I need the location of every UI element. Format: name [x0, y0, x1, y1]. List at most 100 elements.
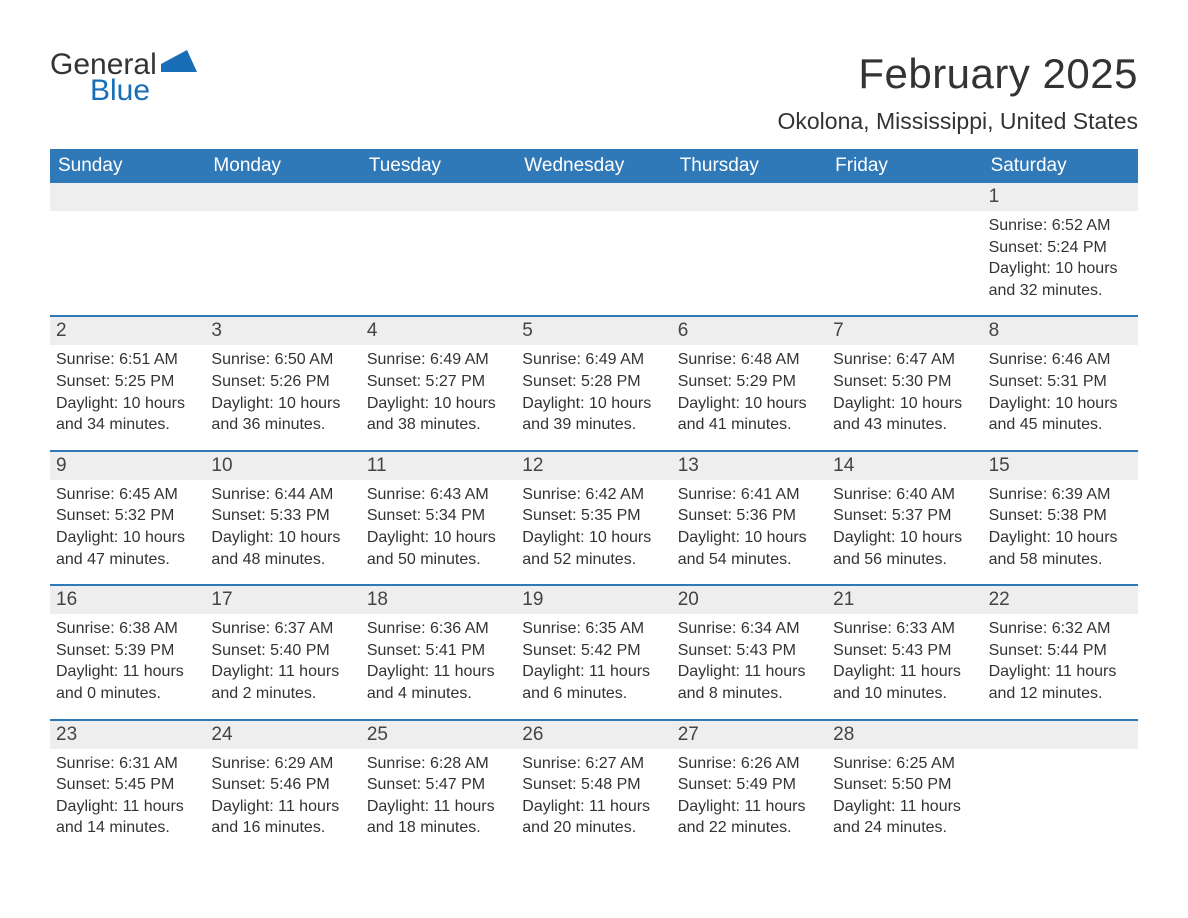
daylight-line: Daylight: 10 hours and 45 minutes.	[989, 393, 1132, 436]
day-number: 23	[50, 721, 205, 749]
weekday-header: Sunday	[50, 149, 205, 183]
daylight-line: Daylight: 10 hours and 50 minutes.	[367, 527, 510, 570]
day-number: 13	[672, 452, 827, 480]
sunset-line: Sunset: 5:32 PM	[56, 505, 199, 527]
day-content: Sunrise: 6:34 AMSunset: 5:43 PMDaylight:…	[672, 614, 827, 718]
sunset-line: Sunset: 5:33 PM	[211, 505, 354, 527]
day-content: Sunrise: 6:42 AMSunset: 5:35 PMDaylight:…	[516, 480, 671, 584]
day-content: Sunrise: 6:36 AMSunset: 5:41 PMDaylight:…	[361, 614, 516, 718]
day-number: 11	[361, 452, 516, 480]
day-content	[672, 211, 827, 315]
day-content: Sunrise: 6:29 AMSunset: 5:46 PMDaylight:…	[205, 749, 360, 853]
sunset-line: Sunset: 5:29 PM	[678, 371, 821, 393]
sunset-line: Sunset: 5:40 PM	[211, 640, 354, 662]
day-content	[50, 211, 205, 315]
day-content: Sunrise: 6:45 AMSunset: 5:32 PMDaylight:…	[50, 480, 205, 584]
day-number: 16	[50, 586, 205, 614]
daylight-line: Daylight: 11 hours and 22 minutes.	[678, 796, 821, 839]
sunset-line: Sunset: 5:43 PM	[833, 640, 976, 662]
sunrise-line: Sunrise: 6:47 AM	[833, 349, 976, 371]
day-number: 12	[516, 452, 671, 480]
day-number: 5	[516, 317, 671, 345]
sunrise-line: Sunrise: 6:43 AM	[367, 484, 510, 506]
daylight-line: Daylight: 11 hours and 0 minutes.	[56, 661, 199, 704]
sunrise-line: Sunrise: 6:48 AM	[678, 349, 821, 371]
daylight-line: Daylight: 10 hours and 36 minutes.	[211, 393, 354, 436]
daylight-line: Daylight: 11 hours and 12 minutes.	[989, 661, 1132, 704]
sunrise-line: Sunrise: 6:34 AM	[678, 618, 821, 640]
sunrise-line: Sunrise: 6:31 AM	[56, 753, 199, 775]
day-content: Sunrise: 6:35 AMSunset: 5:42 PMDaylight:…	[516, 614, 671, 718]
sunset-line: Sunset: 5:43 PM	[678, 640, 821, 662]
sunrise-line: Sunrise: 6:27 AM	[522, 753, 665, 775]
weekday-header: Friday	[827, 149, 982, 183]
day-number: 20	[672, 586, 827, 614]
daylight-line: Daylight: 10 hours and 32 minutes.	[989, 258, 1132, 301]
location: Okolona, Mississippi, United States	[778, 108, 1139, 135]
day-content	[983, 749, 1138, 853]
day-number: 25	[361, 721, 516, 749]
sunset-line: Sunset: 5:44 PM	[989, 640, 1132, 662]
day-content: Sunrise: 6:37 AMSunset: 5:40 PMDaylight:…	[205, 614, 360, 718]
day-number: 24	[205, 721, 360, 749]
day-number	[983, 721, 1138, 749]
sunrise-line: Sunrise: 6:51 AM	[56, 349, 199, 371]
sunset-line: Sunset: 5:31 PM	[989, 371, 1132, 393]
day-number: 28	[827, 721, 982, 749]
day-content: Sunrise: 6:26 AMSunset: 5:49 PMDaylight:…	[672, 749, 827, 853]
sunrise-line: Sunrise: 6:49 AM	[367, 349, 510, 371]
sunset-line: Sunset: 5:45 PM	[56, 774, 199, 796]
daylight-line: Daylight: 11 hours and 6 minutes.	[522, 661, 665, 704]
day-number: 1	[983, 183, 1138, 211]
day-content	[361, 211, 516, 315]
sunrise-line: Sunrise: 6:32 AM	[989, 618, 1132, 640]
sunrise-line: Sunrise: 6:41 AM	[678, 484, 821, 506]
daylight-line: Daylight: 10 hours and 41 minutes.	[678, 393, 821, 436]
daylight-line: Daylight: 10 hours and 52 minutes.	[522, 527, 665, 570]
daylight-line: Daylight: 10 hours and 58 minutes.	[989, 527, 1132, 570]
weekday-header: Thursday	[672, 149, 827, 183]
sunset-line: Sunset: 5:49 PM	[678, 774, 821, 796]
daylight-line: Daylight: 11 hours and 14 minutes.	[56, 796, 199, 839]
daylight-line: Daylight: 11 hours and 18 minutes.	[367, 796, 510, 839]
weekday-header: Wednesday	[516, 149, 671, 183]
day-number: 18	[361, 586, 516, 614]
logo-flag-icon	[161, 50, 197, 77]
day-content: Sunrise: 6:25 AMSunset: 5:50 PMDaylight:…	[827, 749, 982, 853]
day-number: 14	[827, 452, 982, 480]
sunrise-line: Sunrise: 6:44 AM	[211, 484, 354, 506]
week-row: 2345678Sunrise: 6:51 AMSunset: 5:25 PMDa…	[50, 315, 1138, 449]
logo-blue-text: Blue	[90, 76, 197, 106]
sunrise-line: Sunrise: 6:45 AM	[56, 484, 199, 506]
daylight-line: Daylight: 10 hours and 39 minutes.	[522, 393, 665, 436]
title-block: February 2025 Okolona, Mississippi, Unit…	[778, 50, 1139, 135]
weekday-header-row: SundayMondayTuesdayWednesdayThursdayFrid…	[50, 149, 1138, 183]
sunrise-line: Sunrise: 6:52 AM	[989, 215, 1132, 237]
day-content	[827, 211, 982, 315]
day-content: Sunrise: 6:46 AMSunset: 5:31 PMDaylight:…	[983, 345, 1138, 449]
day-content: Sunrise: 6:33 AMSunset: 5:43 PMDaylight:…	[827, 614, 982, 718]
day-content: Sunrise: 6:47 AMSunset: 5:30 PMDaylight:…	[827, 345, 982, 449]
weekday-header: Monday	[205, 149, 360, 183]
header: General Blue February 2025 Okolona, Miss…	[50, 50, 1138, 135]
sunset-line: Sunset: 5:46 PM	[211, 774, 354, 796]
logo: General Blue	[50, 50, 197, 106]
daylight-line: Daylight: 11 hours and 20 minutes.	[522, 796, 665, 839]
sunrise-line: Sunrise: 6:39 AM	[989, 484, 1132, 506]
sunrise-line: Sunrise: 6:36 AM	[367, 618, 510, 640]
sunset-line: Sunset: 5:50 PM	[833, 774, 976, 796]
sunrise-line: Sunrise: 6:49 AM	[522, 349, 665, 371]
daylight-line: Daylight: 11 hours and 16 minutes.	[211, 796, 354, 839]
sunset-line: Sunset: 5:39 PM	[56, 640, 199, 662]
sunset-line: Sunset: 5:28 PM	[522, 371, 665, 393]
day-content: Sunrise: 6:44 AMSunset: 5:33 PMDaylight:…	[205, 480, 360, 584]
month-title: February 2025	[778, 50, 1139, 98]
daylight-line: Daylight: 10 hours and 56 minutes.	[833, 527, 976, 570]
day-number: 6	[672, 317, 827, 345]
day-number: 8	[983, 317, 1138, 345]
day-content: Sunrise: 6:40 AMSunset: 5:37 PMDaylight:…	[827, 480, 982, 584]
day-content	[205, 211, 360, 315]
sunrise-line: Sunrise: 6:37 AM	[211, 618, 354, 640]
daylight-line: Daylight: 10 hours and 38 minutes.	[367, 393, 510, 436]
day-number: 9	[50, 452, 205, 480]
